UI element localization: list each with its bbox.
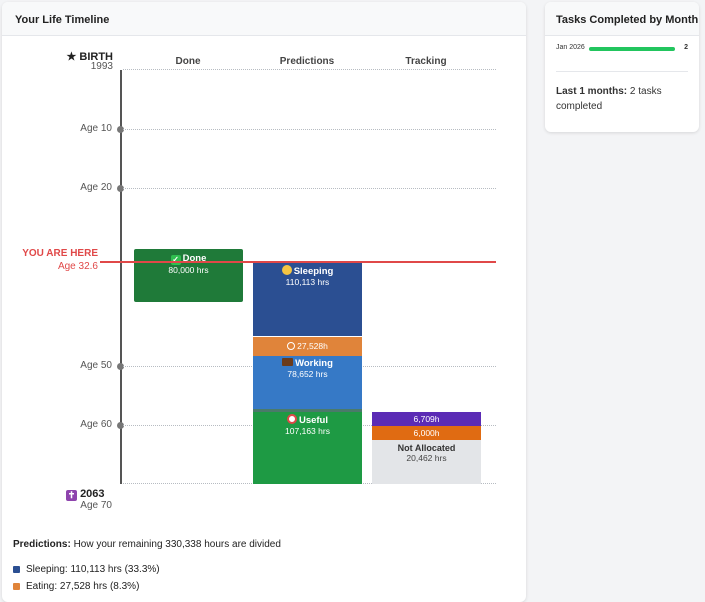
eating-block[interactable]: 27,528h (253, 337, 362, 356)
done-block-title: Done (182, 253, 207, 264)
sleeping-face-icon (281, 265, 292, 275)
end-marker: ✝ 2063 (66, 488, 105, 501)
current-age-line (100, 261, 496, 263)
age-20-label: Age 20 (80, 182, 112, 193)
current-age-label: Age 32.6 (57, 261, 98, 272)
predictions-summary-text: How your remaining 330,338 hours are div… (73, 539, 281, 550)
birth-marker: ★ BIRTH (57, 50, 113, 63)
life-timeline-title: Your Life Timeline (2, 2, 526, 36)
legend-text-sleeping: Sleeping: 110,113 hrs (33.3%) (26, 564, 160, 575)
working-block-hours: 78,652 hrs (287, 369, 328, 379)
tracking-orange-hours: 6,000h (413, 428, 440, 438)
not-allocated-hours: 20,462 hrs (406, 453, 447, 463)
you-are-here-label: YOU ARE HERE (22, 248, 98, 259)
tasks-bar-row: Jan 2026 2 (556, 44, 688, 54)
age-10-dot (117, 126, 124, 133)
tasks-bar-fill (589, 47, 675, 51)
plate-icon (287, 342, 296, 350)
not-allocated-block[interactable]: Not Allocated 20,462 hrs (372, 440, 481, 484)
briefcase-icon (282, 358, 294, 366)
sleeping-block[interactable]: Sleeping 110,113 hrs (253, 262, 362, 336)
end-age: Age 70 (80, 500, 112, 511)
eating-block-hours: 27,528h (297, 341, 328, 351)
predictions-summary-label: Predictions: (13, 539, 71, 550)
tasks-completed-card: Tasks Completed by Month Jan 2026 2 Last… (545, 2, 699, 132)
age-20-gridline (123, 188, 496, 189)
sleeping-block-title: Sleeping (293, 266, 334, 277)
legend-swatch-sleeping (13, 566, 20, 573)
useful-block[interactable]: Useful 107,163 hrs (253, 412, 362, 484)
column-header-predictions: Predictions (279, 56, 335, 67)
working-block[interactable]: Working 78,652 hrs (253, 356, 362, 409)
legend-item-sleeping: Sleeping: 110,113 hrs (33.3%) (13, 564, 160, 575)
predictions-summary: Predictions: How your remaining 330,338 … (13, 539, 281, 550)
useful-block-hours: 107,163 hrs (285, 426, 330, 436)
age-20-dot (117, 185, 124, 192)
done-block-hours: 80,000 hrs (168, 265, 209, 275)
tasks-completed-title: Tasks Completed by Month (545, 2, 699, 36)
working-useful-divider (253, 409, 362, 412)
age-50-dot (117, 363, 124, 370)
cross-icon: ✝ (66, 490, 77, 501)
tracking-purple-hours: 6,709h (413, 414, 440, 424)
check-mark-icon: ✓ (170, 255, 181, 265)
tracking-orange-block[interactable]: 6,000h (372, 426, 481, 440)
age-60-label: Age 60 (80, 419, 112, 430)
column-header-done: Done (175, 56, 201, 67)
tasks-summary-label: Last 1 months: (556, 86, 628, 97)
not-allocated-title: Not Allocated (397, 443, 456, 453)
age-10-gridline (123, 129, 496, 130)
birth-gridline (123, 69, 496, 70)
age-50-label: Age 50 (80, 360, 112, 371)
legend-text-eating: Eating: 27,528 hrs (8.3%) (26, 581, 140, 592)
tasks-divider (556, 71, 688, 72)
timeline-axis (120, 70, 122, 484)
sleeping-block-hours: 110,113 hrs (285, 277, 330, 287)
age-60-dot (117, 422, 124, 429)
column-header-tracking: Tracking (405, 56, 447, 67)
tracking-purple-block[interactable]: 6,709h (372, 412, 481, 426)
done-block[interactable]: ✓ Done 80,000 hrs (134, 249, 243, 302)
star-icon: ★ (66, 51, 77, 63)
legend-swatch-eating (13, 583, 20, 590)
tasks-summary-text: 2 tasks completed (556, 86, 662, 112)
legend-item-eating: Eating: 27,528 hrs (8.3%) (13, 581, 139, 592)
birth-year: 1993 (90, 61, 113, 72)
useful-block-title: Useful (298, 415, 329, 426)
tasks-bar-track (589, 47, 675, 51)
alarm-clock-icon (286, 414, 297, 424)
end-year: 2063 (80, 488, 105, 500)
birth-label: BIRTH (79, 51, 113, 63)
tasks-bar-month: Jan 2026 (556, 44, 585, 51)
age-10-label: Age 10 (80, 123, 112, 134)
working-block-title: Working (295, 358, 333, 369)
tasks-bar-count: 2 (684, 44, 688, 51)
tasks-summary: Last 1 months: 2 tasks completed (556, 84, 688, 114)
life-timeline-card: Your Life Timeline ★ BIRTH 1993 Done Pre… (2, 2, 526, 602)
